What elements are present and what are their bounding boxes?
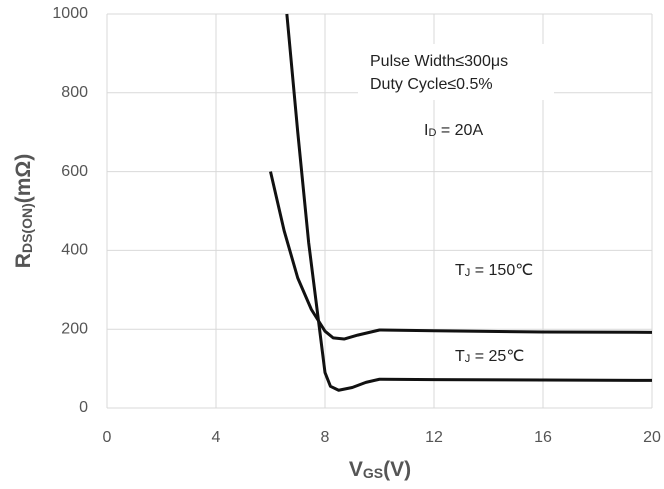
series-label: TJ = 25℃ bbox=[455, 348, 524, 365]
current-sub: D bbox=[428, 127, 436, 139]
y-tick-label: 1000 bbox=[52, 5, 88, 22]
label-main: T bbox=[455, 262, 465, 279]
x-tick-label: 20 bbox=[643, 429, 661, 446]
label-rest: = 25℃ bbox=[470, 348, 524, 365]
series-label: TJ = 150℃ bbox=[455, 262, 533, 279]
xl-rest: (V) bbox=[383, 458, 411, 481]
series-line bbox=[269, 171, 653, 341]
yl-sub: DS(ON) bbox=[19, 203, 35, 253]
label-sub: J bbox=[465, 267, 471, 279]
x-tick-label: 4 bbox=[212, 429, 221, 446]
label-sub: J bbox=[465, 353, 471, 365]
note-box bbox=[358, 44, 554, 100]
x-tick-label: 0 bbox=[103, 429, 112, 446]
x-tick-label: 16 bbox=[534, 429, 552, 446]
xl-main: V bbox=[349, 458, 363, 481]
current-main: I bbox=[424, 122, 428, 139]
label-main: T bbox=[455, 348, 465, 365]
note: Duty Cycle≤0.5% bbox=[370, 76, 493, 93]
note: Pulse Width≤300μs bbox=[370, 53, 508, 70]
yl-rest: (mΩ) bbox=[12, 154, 35, 204]
current-label: ID = 20A bbox=[424, 122, 483, 139]
y-tick-label: 400 bbox=[61, 242, 88, 259]
yl-main: R bbox=[12, 253, 35, 268]
x-tick-label: 8 bbox=[321, 429, 330, 446]
xl-sub: GS bbox=[363, 465, 383, 481]
x-tick-label: 12 bbox=[425, 429, 443, 446]
label-rest: = 150℃ bbox=[470, 262, 533, 279]
x-axis-label: VGS(V) bbox=[349, 458, 411, 481]
y-tick-label: 800 bbox=[61, 84, 88, 101]
y-tick-label: 600 bbox=[61, 163, 88, 180]
series-line bbox=[285, 13, 653, 392]
y-axis-label: RDS(ON)(mΩ) bbox=[12, 154, 35, 268]
current-rest: = 20A bbox=[436, 122, 483, 139]
y-tick-label: 200 bbox=[61, 320, 88, 337]
y-tick-label: 0 bbox=[79, 399, 88, 416]
